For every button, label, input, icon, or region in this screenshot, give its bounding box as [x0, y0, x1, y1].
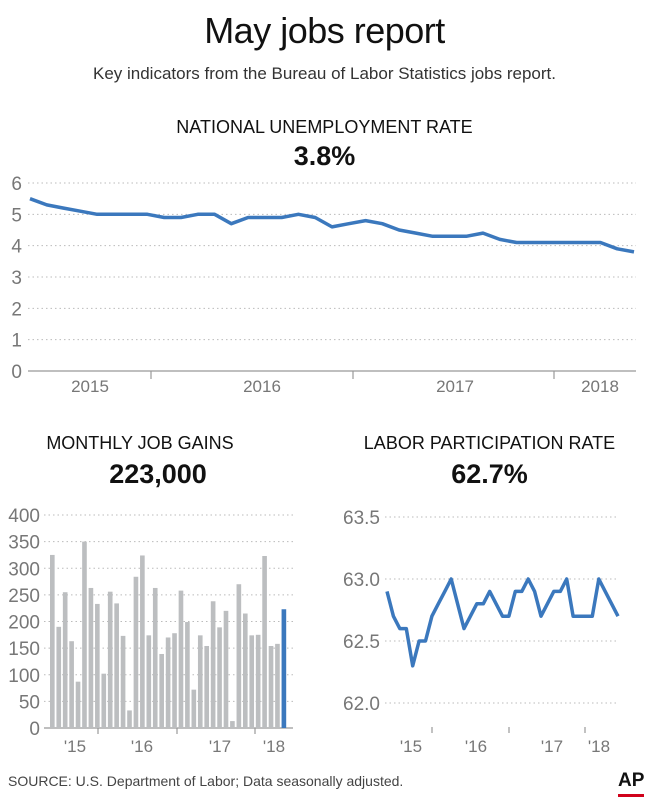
page-title: May jobs report [204, 10, 445, 51]
unemployment-title: NATIONAL UNEMPLOYMENT RATE [176, 117, 473, 137]
y-tick-label: 63.0 [343, 570, 380, 591]
x-tick-label: '18 [588, 737, 610, 756]
y-tick-label: 350 [8, 533, 40, 554]
y-tick-label: 400 [8, 506, 40, 527]
source-note: SOURCE: U.S. Department of Labor; Data s… [8, 773, 404, 789]
bar [114, 603, 119, 728]
unemployment-headline: 3.8% [293, 141, 356, 171]
bar [127, 710, 132, 728]
bar [281, 609, 287, 728]
y-tick-label: 200 [8, 613, 40, 634]
bar [56, 626, 62, 728]
bar [62, 592, 68, 728]
y-tick-label: 63.5 [343, 508, 380, 529]
series-line [385, 577, 620, 668]
x-tick-label: '17 [541, 737, 563, 756]
bar [178, 590, 184, 728]
jobgains-headline: 223,000 [109, 459, 207, 489]
y-tick-label: 62.0 [343, 694, 380, 715]
y-tick-label: 3 [11, 268, 22, 289]
bar [82, 541, 87, 728]
y-tick-label: 0 [29, 719, 40, 740]
bar [159, 653, 164, 728]
y-tick-label: 50 [19, 692, 40, 713]
x-tick-label: 2015 [71, 377, 109, 396]
bar [120, 635, 126, 728]
bar [107, 591, 113, 728]
y-tick-label: 6 [11, 174, 22, 195]
bar [223, 610, 229, 728]
bar [185, 622, 190, 728]
bar [172, 633, 177, 728]
participation-headline: 62.7% [451, 459, 528, 489]
y-tick-label: 1 [11, 331, 22, 352]
bar [88, 587, 94, 728]
bar [95, 603, 100, 728]
y-tick-label: 0 [11, 362, 22, 383]
bar [101, 673, 107, 728]
participation-title: LABOR PARTICIPATION RATE [363, 433, 616, 453]
x-tick-label: 2018 [581, 377, 619, 396]
x-tick-label: '15 [400, 737, 422, 756]
x-tick-label: '15 [64, 737, 86, 756]
bar [146, 635, 152, 728]
bar [197, 635, 203, 728]
bar [210, 601, 216, 728]
jobgains-title: MONTHLY JOB GAINS [46, 433, 234, 453]
y-tick-label: 250 [8, 586, 40, 607]
y-tick-label: 62.5 [343, 632, 380, 653]
bar [140, 555, 145, 728]
y-tick-label: 300 [8, 559, 40, 580]
y-tick-label: 4 [11, 237, 22, 258]
bar [262, 556, 267, 728]
x-tick-label: '16 [465, 737, 487, 756]
x-tick-label: '17 [209, 737, 231, 756]
bar [217, 627, 222, 728]
y-tick-label: 100 [8, 666, 40, 687]
bar [75, 681, 81, 728]
bar [191, 689, 197, 728]
bar [255, 634, 261, 728]
bar [165, 637, 171, 728]
subtitle: Key indicators from the Bureau of Labor … [92, 64, 556, 83]
bar [268, 645, 274, 728]
x-tick-label: 2017 [436, 377, 474, 396]
y-tick-label: 2 [11, 299, 22, 320]
bar [230, 721, 235, 728]
ap-logo-accent [618, 794, 644, 797]
bar [249, 635, 255, 728]
bar [50, 554, 55, 728]
bar [236, 584, 242, 728]
x-tick-label: 2016 [243, 377, 281, 396]
series-line [29, 197, 635, 254]
x-tick-label: '16 [131, 737, 153, 756]
ap-logo: AP [618, 770, 645, 791]
bar [242, 613, 248, 728]
bar [204, 645, 210, 728]
bar [133, 576, 139, 728]
y-tick-label: 150 [8, 639, 40, 660]
bar [275, 643, 280, 728]
bar [69, 641, 74, 728]
bar [152, 587, 158, 728]
y-tick-label: 5 [11, 205, 22, 226]
x-tick-label: '18 [263, 737, 285, 756]
